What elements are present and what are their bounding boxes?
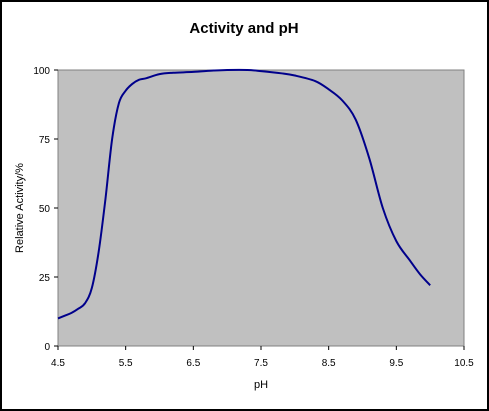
y-tick-label: 100 [33, 66, 50, 77]
x-tick-label: 10.5 [454, 358, 474, 369]
y-axis: 0 25 50 75 100 [33, 66, 58, 353]
x-tick-label: 6.5 [186, 358, 200, 369]
x-tick-label: 7.5 [254, 358, 268, 369]
x-axis: 4.5 5.5 6.5 7.5 8.5 9.5 10.5 [51, 346, 474, 369]
y-axis-label: Relative Activity/% [14, 163, 26, 253]
x-tick-label: 8.5 [322, 358, 336, 369]
x-tick-label: 9.5 [389, 358, 403, 369]
plot-area [57, 69, 465, 347]
y-tick-label: 75 [39, 135, 51, 146]
x-axis-label: pH [254, 379, 268, 391]
series-layer [57, 68, 431, 320]
y-tick-label: 0 [44, 342, 50, 353]
x-tick-label: 4.5 [51, 358, 65, 369]
y-tick-label: 50 [39, 204, 51, 215]
chart-title: Activity and pH [189, 20, 298, 37]
activity-line [57, 68, 431, 320]
y-tick-label: 25 [39, 273, 51, 284]
x-tick-label: 5.5 [119, 358, 133, 369]
